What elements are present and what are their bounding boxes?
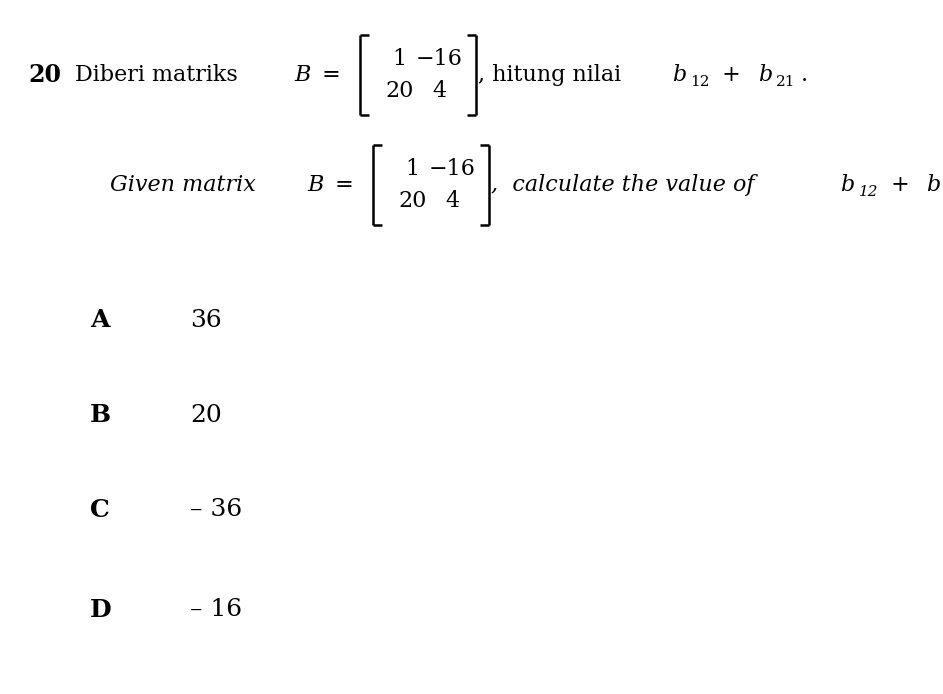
- Text: B: B: [307, 174, 323, 196]
- Text: b: b: [757, 64, 771, 86]
- Text: 36: 36: [190, 309, 222, 332]
- Text: 1: 1: [392, 48, 406, 70]
- Text: +: +: [715, 64, 748, 86]
- Text: −16: −16: [429, 158, 476, 180]
- Text: 20: 20: [386, 80, 414, 102]
- Text: 1: 1: [405, 158, 420, 180]
- Text: =: =: [328, 174, 361, 196]
- Text: B: B: [294, 64, 310, 86]
- Text: b: b: [671, 64, 686, 86]
- Text: – 16: – 16: [190, 598, 242, 622]
- Text: A: A: [90, 308, 109, 332]
- Text: , hitung nilai: , hitung nilai: [478, 64, 628, 86]
- Text: 21: 21: [776, 75, 796, 89]
- Text: 12: 12: [858, 185, 878, 199]
- Text: b: b: [840, 174, 854, 196]
- Text: Diberi matriks: Diberi matriks: [75, 64, 245, 86]
- Text: 20: 20: [190, 403, 222, 427]
- Text: b: b: [926, 174, 940, 196]
- Text: B: B: [90, 403, 111, 427]
- Text: .: .: [802, 64, 808, 86]
- Text: 20: 20: [399, 190, 427, 212]
- Text: C: C: [90, 498, 110, 522]
- Text: 4: 4: [432, 80, 446, 102]
- Text: 4: 4: [445, 190, 459, 212]
- Text: 20: 20: [28, 63, 61, 87]
- Text: D: D: [90, 598, 111, 622]
- Text: – 36: – 36: [190, 498, 242, 521]
- Text: ,  calculate the value of: , calculate the value of: [490, 174, 762, 196]
- Text: −16: −16: [416, 48, 463, 70]
- Text: Given matrix: Given matrix: [110, 174, 263, 196]
- Text: =: =: [315, 64, 348, 86]
- Text: +: +: [884, 174, 917, 196]
- Text: 12: 12: [690, 75, 709, 89]
